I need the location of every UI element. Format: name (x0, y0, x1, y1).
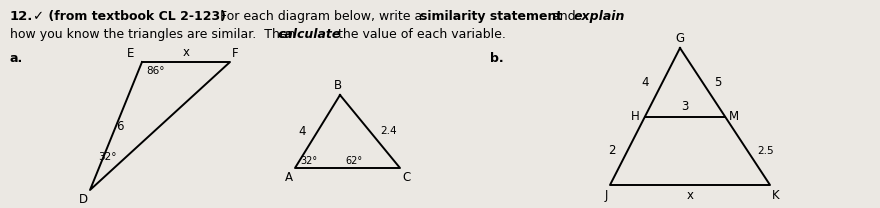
Text: 2: 2 (608, 144, 615, 157)
Text: 2.5: 2.5 (758, 146, 774, 156)
Text: H: H (631, 110, 640, 123)
Text: A: A (285, 171, 293, 184)
Text: x: x (686, 189, 693, 202)
Text: B: B (334, 79, 342, 92)
Text: x: x (182, 46, 189, 59)
Text: M: M (729, 110, 739, 123)
Text: similarity statement: similarity statement (420, 10, 562, 23)
Text: 4: 4 (641, 76, 649, 89)
Text: b.: b. (490, 52, 503, 65)
Text: D: D (79, 193, 88, 206)
Text: 32°: 32° (300, 156, 317, 166)
Text: 4: 4 (298, 125, 305, 138)
Text: 2.4: 2.4 (380, 126, 397, 136)
Text: 12.: 12. (10, 10, 33, 23)
Text: how you know the triangles are similar.  Then: how you know the triangles are similar. … (10, 28, 299, 41)
Text: 5: 5 (715, 76, 722, 89)
Text: 6: 6 (116, 120, 124, 132)
Text: 86°: 86° (146, 66, 165, 76)
Text: calculate: calculate (278, 28, 341, 41)
Text: G: G (676, 32, 685, 45)
Text: (from textbook CL 2-123): (from textbook CL 2-123) (44, 10, 226, 23)
Text: 32°: 32° (98, 152, 116, 162)
Text: ✓: ✓ (32, 10, 43, 23)
Text: and: and (548, 10, 580, 23)
Text: C: C (402, 171, 410, 184)
Text: the value of each variable.: the value of each variable. (334, 28, 506, 41)
Text: explain: explain (574, 10, 626, 23)
Text: a.: a. (10, 52, 23, 65)
Text: 3: 3 (681, 100, 689, 114)
Text: For each diagram below, write a: For each diagram below, write a (212, 10, 426, 23)
Text: K: K (772, 189, 780, 202)
Text: J: J (605, 189, 608, 202)
Text: 62°: 62° (345, 156, 363, 166)
Text: F: F (232, 47, 238, 60)
Text: E: E (127, 47, 134, 60)
